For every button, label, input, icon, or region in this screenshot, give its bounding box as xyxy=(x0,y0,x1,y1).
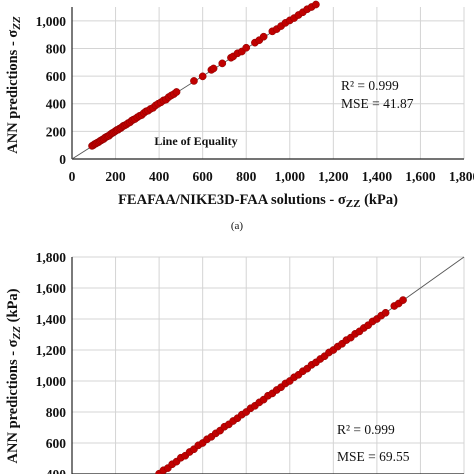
chart-b-points xyxy=(155,296,407,474)
chart-a-xlabel: FEAFAA/NIKE3D-FAA solutions - σZZ (kPa) xyxy=(118,192,398,210)
chart-b-data-point xyxy=(381,308,390,317)
chart-a-data-point xyxy=(172,88,181,96)
chart-b-r2: R² = 0.999 xyxy=(337,422,395,437)
chart-b-y-tick-label: 1,400 xyxy=(36,312,67,327)
chart-a-data-point xyxy=(218,59,227,68)
chart-a-y-tick-label: 600 xyxy=(46,69,67,84)
chart-a-axes xyxy=(71,7,464,160)
chart-a-data-point xyxy=(242,43,251,52)
chart-a-data-point xyxy=(198,72,207,81)
chart-a-grid xyxy=(71,7,465,160)
chart-b-mse: MSE = 69.55 xyxy=(337,449,410,464)
chart-b-y-tick-label: 1,800 xyxy=(36,250,67,265)
chart-b-y-tick-label: 1,600 xyxy=(36,281,67,296)
chart-a-x-tick-label: 1,000 xyxy=(275,169,306,184)
chart-a-x-tick-label: 1,200 xyxy=(318,169,349,184)
chart-a-x-tick-label: 1,400 xyxy=(362,169,393,184)
chart-a-ylabel: ANN predictions - σZZ xyxy=(5,16,23,154)
chart-b-y-tick-label: 1,200 xyxy=(36,343,67,358)
chart-a-panel-label: (a) xyxy=(231,220,244,232)
chart-b-grid xyxy=(71,256,465,474)
chart-a-r2: R² = 0.999 xyxy=(341,78,399,93)
chart-b-data-point xyxy=(399,296,407,304)
chart-a-y-tick-label: 0 xyxy=(59,152,66,167)
chart-b-ylabel: ANN predictions - σZZ (kPa) xyxy=(5,288,23,463)
chart-b-y-tick-labels: 400 600 800 1,000 1,200 1,400 1,600 1,800 xyxy=(36,250,67,474)
chart-a-x-tick-label: 600 xyxy=(193,169,214,184)
chart-b-axes xyxy=(71,257,464,474)
chart-a-data-point xyxy=(209,64,218,73)
chart-a-y-tick-label: 400 xyxy=(46,97,67,112)
chart-a-y-tick-label: 200 xyxy=(46,124,67,139)
chart-a-x-tick-label: 1,600 xyxy=(405,169,436,184)
chart-a-mse: MSE = 41.87 xyxy=(341,96,414,111)
chart-a-points xyxy=(88,0,320,150)
chart-b-y-tick-label: 1,000 xyxy=(36,374,67,389)
chart-a-x-tick-label: 200 xyxy=(105,169,126,184)
chart-a-y-tick-label: 1,000 xyxy=(36,14,67,29)
chart-b-y-tick-label: 600 xyxy=(46,436,67,451)
chart-b-y-tick-label: 800 xyxy=(46,405,67,420)
chart-a-data-point xyxy=(259,32,268,41)
chart-a-y-tick-labels: 0 200 400 600 800 1,000 xyxy=(36,14,67,167)
chart-a-x-tick-labels: 0 200 400 600 800 1,000 1,200 1,400 1,600 1,800 xyxy=(69,169,474,184)
chart-b-y-tick-label: 400 xyxy=(46,467,67,474)
chart-a-y-tick-label: 800 xyxy=(46,41,67,56)
chart-a-x-tick-label: 1,800 xyxy=(449,169,474,184)
chart-a-data-point xyxy=(190,77,198,85)
chart-a-x-tick-label: 0 xyxy=(69,169,76,184)
chart-a: 0 200 400 600 800 1,000 0 200 400 600 800 1,000 1,2… xyxy=(5,0,474,232)
chart-a-data-point xyxy=(312,0,320,9)
chart-a-equality-label: Line of Equality xyxy=(154,134,237,148)
chart-b: 400 600 800 1,000 1,200 1,400 1,600 1,800 ANN p… xyxy=(5,250,465,474)
chart-a-x-tick-label: 800 xyxy=(236,169,257,184)
chart-a-x-tick-label: 400 xyxy=(149,169,170,184)
